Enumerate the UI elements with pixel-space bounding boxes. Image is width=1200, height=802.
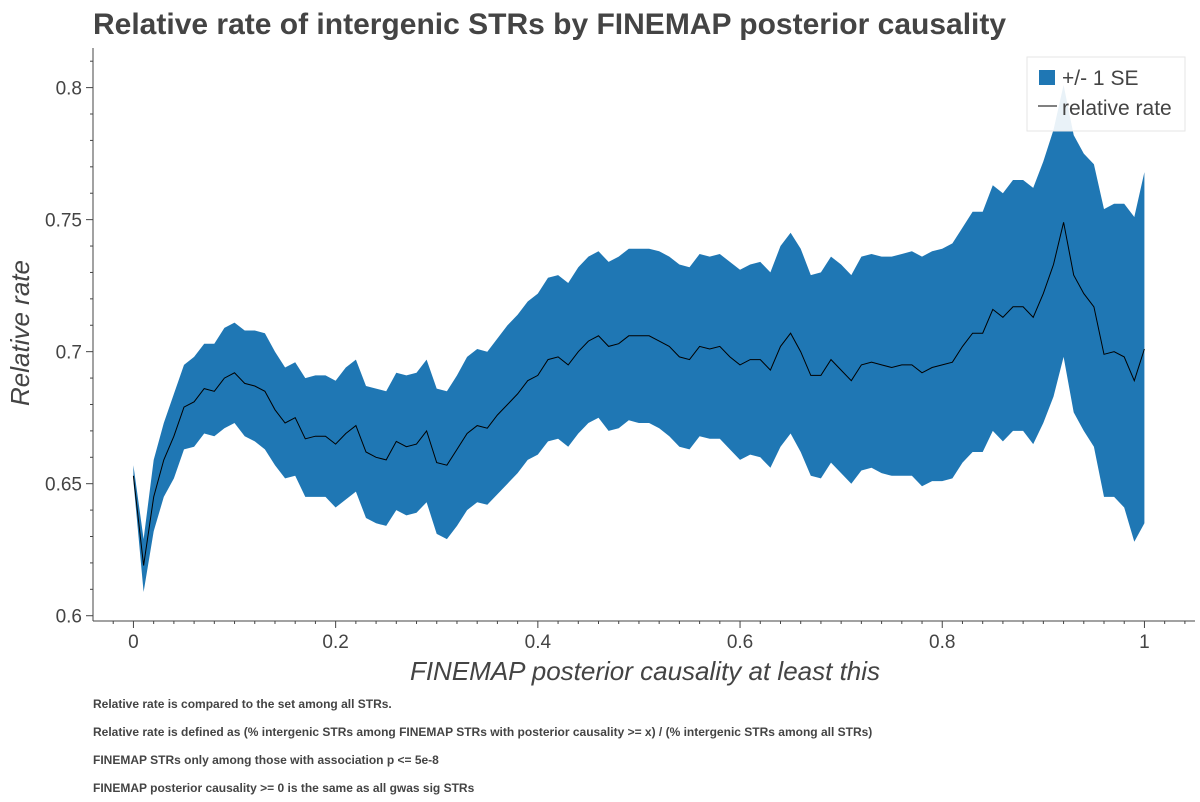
y-tick-label: 0.65: [45, 475, 82, 496]
legend-label-rate: relative rate: [1062, 97, 1172, 120]
x-tick-label: 0: [128, 632, 139, 653]
note-comparison-set: Relative rate is compared to the set amo…: [93, 697, 392, 711]
legend-swatch-se: [1039, 70, 1055, 85]
legend-box: [1026, 56, 1186, 132]
chart: Relative rate of intergenic STRs by FINE…: [5, 8, 1195, 686]
x-axis-label: FINEMAP posterior causality at least thi…: [410, 656, 880, 686]
y-axis-label: Relative rate: [5, 260, 35, 406]
chart-title: Relative rate of intergenic STRs by FINE…: [93, 8, 1006, 41]
plot-area: [132, 85, 1145, 592]
legend: +/- 1 SE relative rate: [1026, 56, 1186, 132]
y-axis: 0.6 0.65 0.7 0.75 0.8: [45, 48, 94, 628]
y-tick-label: 0.7: [56, 343, 82, 364]
x-tick-label: 0.6: [727, 632, 753, 653]
y-tick-label: 0.75: [45, 211, 82, 232]
note-definition: Relative rate is defined as (% intergeni…: [93, 725, 873, 739]
relative-rate-line: [132, 222, 1145, 566]
x-tick-label: 0.4: [525, 632, 552, 653]
y-tick-label: 0.8: [56, 79, 82, 100]
x-tick-label: 1: [1139, 632, 1150, 653]
x-tick-label: 0.8: [929, 632, 955, 653]
x-axis: 0 0.2 0.4 0.6 0.8 1: [93, 620, 1195, 653]
note-zero-threshold: FINEMAP posterior causality >= 0 is the …: [93, 781, 475, 795]
legend-label-se: +/- 1 SE: [1062, 67, 1138, 90]
y-tick-label: 0.6: [56, 607, 82, 628]
notes: Relative rate is compared to the set amo…: [93, 690, 1193, 802]
x-tick-label: 0.2: [322, 632, 348, 653]
se-band: [133, 85, 1145, 592]
note-association-threshold: FINEMAP STRs only among those with assoc…: [93, 753, 439, 767]
